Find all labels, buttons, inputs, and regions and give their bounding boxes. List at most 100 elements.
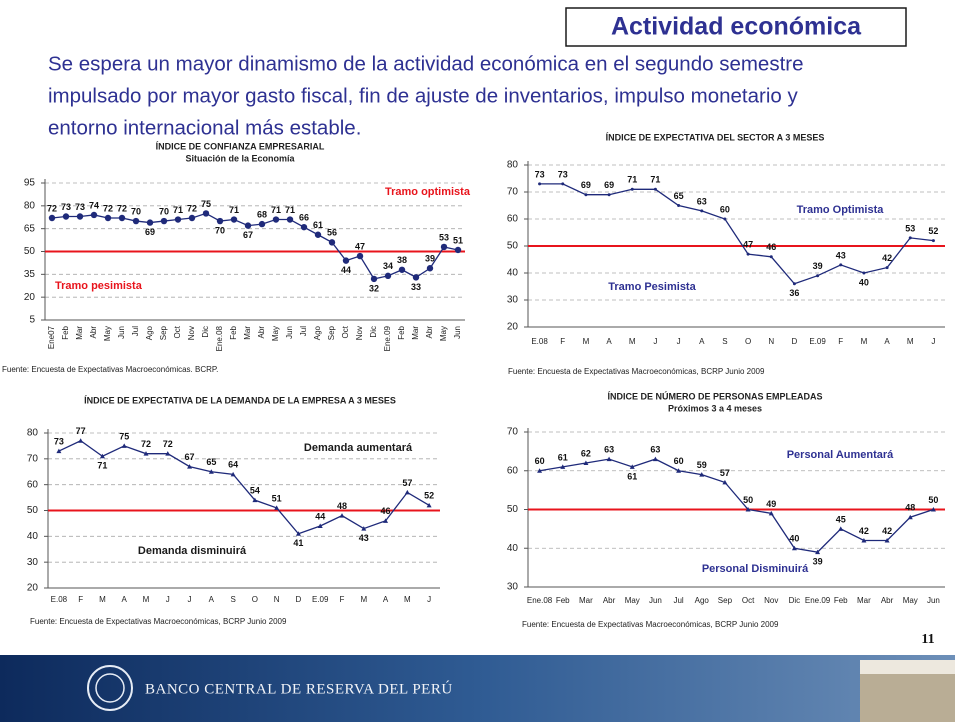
value-label: 42 [882,526,892,536]
value-label: 62 [581,448,591,458]
value-label: 72 [47,203,57,213]
intro-text: Se espera un mayor dinamismo de la activ… [48,52,804,75]
value-label: 36 [789,288,799,298]
value-label: 34 [383,261,393,271]
value-label: 74 [89,200,99,210]
point [385,273,391,279]
x-tick-label: M [404,595,411,604]
x-tick-label: Jul [131,326,140,336]
x-tick-label: E.09 [312,595,329,604]
annotation: Tramo Pesimista [608,281,696,293]
page-number: 11 [921,632,934,647]
x-tick-label: J [427,595,431,604]
footer-bar [0,655,955,722]
point [399,267,405,273]
x-tick-label: Abr [89,326,98,339]
x-tick-label: Ene.08 [215,325,224,351]
value-label: 57 [720,468,730,478]
point [371,276,377,282]
value-label: 42 [859,526,869,536]
y-tick-label: 20 [507,322,519,333]
value-label: 73 [54,436,64,446]
y-tick-label: 65 [24,223,36,234]
x-tick-label: J [931,337,935,346]
value-label: 44 [341,265,351,275]
point [203,210,209,216]
point [133,218,139,224]
x-tick-label: Nov [764,596,778,605]
x-tick-label: A [884,337,890,346]
value-label: 73 [61,202,71,212]
x-tick-label: Mar [75,326,84,340]
x-tick-label: Nov [187,326,196,340]
x-tick-label: Mar [579,596,593,605]
value-label: 40 [859,277,869,287]
value-label: 42 [882,253,892,263]
point [175,216,181,222]
intro-text: impulsado por mayor gasto fiscal, fin de… [48,84,799,107]
y-tick-label: 60 [27,479,39,490]
x-tick-label: Jun [649,596,662,605]
x-tick-label: Dic [201,326,210,338]
value-label: 71 [271,205,281,215]
x-tick-label: N [274,595,280,604]
point [839,263,842,266]
x-tick-label: O [252,595,258,604]
point [147,219,153,225]
value-label: 69 [581,180,591,190]
annotation: Demanda disminuirá [138,545,247,557]
x-tick-label: F [838,337,843,346]
x-tick-label: May [271,326,280,341]
x-tick-label: Ene.08 [527,596,553,605]
x-tick-label: A [383,595,389,604]
point [747,253,750,256]
x-tick-label: Feb [834,596,848,605]
x-tick-label: S [230,595,235,604]
slide: Actividad económica Se espera un mayor d… [0,0,955,722]
point [816,274,819,277]
x-tick-label: F [560,337,565,346]
point [677,204,680,207]
point [189,215,195,221]
chart-title: ÍNDICE DE NÚMERO DE PERSONAS EMPLEADAS [607,390,822,401]
y-tick-label: 50 [27,505,39,516]
point [654,188,657,191]
value-label: 59 [697,460,707,470]
x-tick-label: E.08 [51,595,68,604]
x-tick-label: F [340,595,345,604]
x-tick-label: Oct [341,325,350,338]
value-label: 48 [337,501,347,511]
value-label: 47 [355,241,365,251]
point [49,215,55,221]
value-label: 73 [75,202,85,212]
value-label: 61 [313,220,323,230]
y-tick-label: 50 [507,504,519,515]
value-label: 46 [766,242,776,252]
value-label: 45 [836,514,846,524]
value-label: 67 [243,230,253,240]
value-label: 63 [604,445,614,455]
slide-title: Actividad económica [611,13,862,41]
y-tick-label: 40 [507,543,519,554]
y-tick-label: 70 [507,427,519,438]
value-label: 51 [453,235,463,245]
x-tick-label: D [792,337,798,346]
x-tick-label: E.09 [809,337,826,346]
point [886,266,889,269]
y-tick-label: 80 [24,200,36,211]
point [584,193,587,196]
point [259,221,265,227]
x-tick-label: Ago [145,325,154,340]
annotation: Demanda aumentará [304,442,413,454]
y-tick-label: 20 [27,583,39,594]
value-label: 61 [558,452,568,462]
chart-title: ÍNDICE DE EXPECTATIVA DE LA DEMANDA DE L… [84,395,396,405]
value-label: 63 [697,196,707,206]
value-label: 72 [187,203,197,213]
point [608,193,611,196]
x-tick-label: Abr [257,326,266,339]
point [427,265,433,271]
value-label: 50 [743,495,753,505]
value-label: 43 [359,533,369,543]
x-tick-label: A [122,595,128,604]
